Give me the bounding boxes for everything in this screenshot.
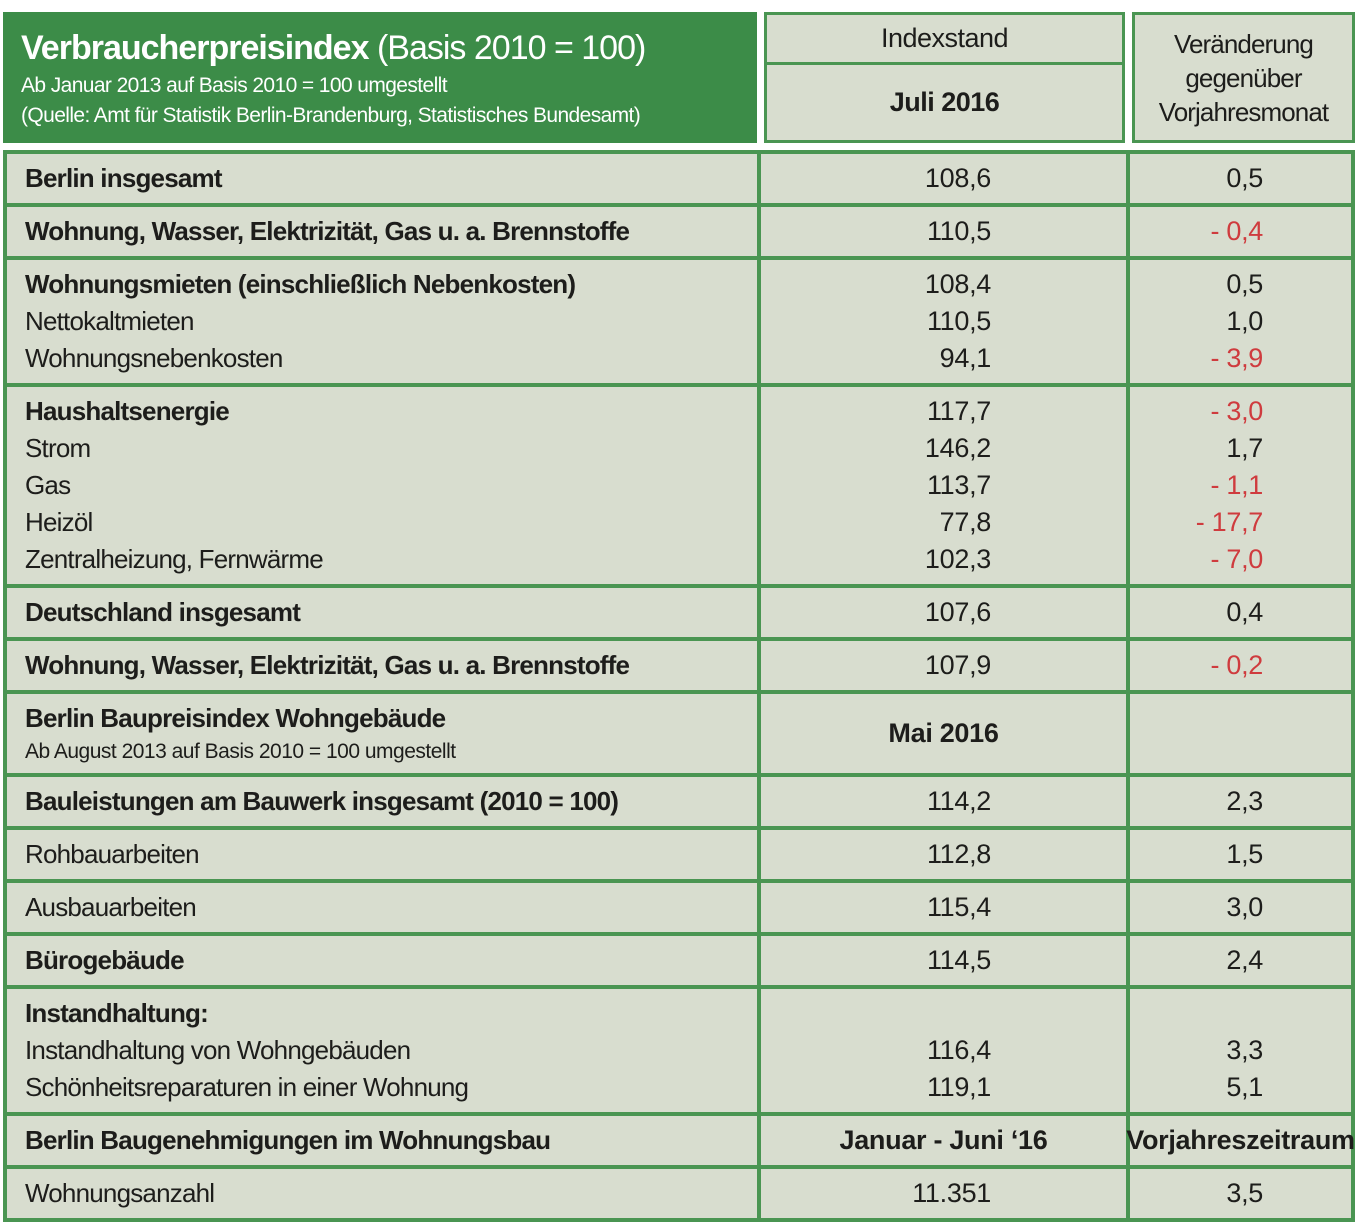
change-value: - 17,7 bbox=[1195, 507, 1264, 537]
change-value: 1,7 bbox=[1226, 433, 1263, 463]
period-label: Juli 2016 bbox=[889, 87, 1000, 117]
index-value: 117,7 bbox=[926, 396, 991, 426]
change-value: 1,0 bbox=[1226, 306, 1263, 336]
vorjahreszeitraum-header: Vorjahreszeitraum bbox=[1126, 1125, 1355, 1155]
section-period: Mai 2016 bbox=[888, 718, 999, 748]
header-gap bbox=[1125, 12, 1132, 143]
change-value: 2,4 bbox=[1226, 945, 1263, 975]
table-row-group: Wohnungsmieten (einschließlich Nebenkost… bbox=[7, 260, 1351, 383]
change-value: 0,5 bbox=[1226, 163, 1263, 193]
index-value: 112,8 bbox=[926, 839, 991, 869]
change-value: 2,3 bbox=[1226, 786, 1263, 816]
source-note: (Quelle: Amt für Statistik Berlin-Brande… bbox=[21, 104, 641, 127]
statistics-table: Verbraucherpreisindex (Basis 2010 = 100)… bbox=[3, 12, 1355, 1222]
index-value: 107,9 bbox=[924, 650, 991, 680]
empty-line bbox=[1130, 995, 1351, 1032]
row-label: Wohnungsanzahl bbox=[25, 1178, 215, 1208]
change-value: - 0,4 bbox=[1210, 216, 1263, 246]
basis-note: (Basis 2010 = 100) bbox=[376, 29, 646, 67]
change-value: 0,5 bbox=[1226, 269, 1263, 299]
row-label: Bürogebäude bbox=[25, 945, 185, 975]
table-row: Wohnung, Wasser, Elektrizität, Gas u. a.… bbox=[7, 641, 1351, 690]
section-title: Berlin Baupreisindex Wohngebäude bbox=[25, 703, 446, 733]
row-label: Wohnung, Wasser, Elektrizität, Gas u. a.… bbox=[25, 216, 630, 246]
column-header-veraenderung: Veränderung gegenüber Vorjahresmonat bbox=[1132, 12, 1355, 143]
indexstand-label: Indexstand bbox=[767, 15, 1122, 65]
index-value: 110,5 bbox=[926, 306, 991, 336]
table-row-group: Instandhaltung: Instandhaltung von Wohng… bbox=[7, 989, 1351, 1112]
page-title: Verbraucherpreisindex (Basis 2010 = 100) bbox=[21, 25, 747, 71]
row-label: Strom bbox=[25, 433, 91, 463]
table-row: Berlin insgesamt 108,6 0,5 bbox=[7, 154, 1351, 203]
index-value: 102,3 bbox=[924, 544, 991, 574]
index-value: 114,5 bbox=[926, 945, 991, 975]
row-label: Heizöl bbox=[25, 507, 93, 537]
change-value: - 3,9 bbox=[1210, 343, 1263, 373]
row-label: Wohnung, Wasser, Elektrizität, Gas u. a.… bbox=[25, 650, 630, 680]
row-label: Gas bbox=[25, 470, 71, 500]
row-label: Rohbauarbeiten bbox=[25, 839, 200, 869]
change-value: 5,1 bbox=[1226, 1072, 1263, 1102]
index-value: 108,4 bbox=[924, 269, 991, 299]
row-label: Instandhaltung von Wohngebäuden bbox=[25, 1035, 411, 1065]
row-label: Wohnungsmieten (einschließlich Nebenkost… bbox=[25, 269, 576, 299]
row-label: Berlin insgesamt bbox=[25, 163, 223, 193]
section-subtitle: Ab August 2013 auf Basis 2010 = 100 umge… bbox=[25, 740, 456, 763]
index-value: 11.351 bbox=[912, 1178, 991, 1208]
header-gap bbox=[757, 12, 764, 143]
column-header-indexstand: Indexstand Juli 2016 bbox=[764, 12, 1125, 143]
change-value: 3,0 bbox=[1226, 892, 1263, 922]
index-value: 108,6 bbox=[924, 163, 991, 193]
change-value: 1,5 bbox=[1226, 839, 1263, 869]
restatement-note: Ab Januar 2013 auf Basis 2010 = 100 umge… bbox=[21, 74, 448, 97]
table-body: Berlin insgesamt 108,6 0,5 Wohnung, Wass… bbox=[3, 150, 1355, 1222]
row-label: Nettokaltmieten bbox=[25, 306, 194, 336]
index-value: 113,7 bbox=[926, 470, 991, 500]
empty-line bbox=[761, 995, 1126, 1032]
section-title: Berlin Baugenehmigungen im Wohnungsbau bbox=[25, 1125, 551, 1155]
table-header: Verbraucherpreisindex (Basis 2010 = 100)… bbox=[3, 12, 1355, 143]
index-value: 107,6 bbox=[924, 597, 991, 627]
table-row: Rohbauarbeiten 112,8 1,5 bbox=[7, 830, 1351, 879]
section-header-row: Berlin Baugenehmigungen im Wohnungsbau J… bbox=[7, 1116, 1355, 1165]
row-label: Ausbauarbeiten bbox=[25, 892, 197, 922]
change-value: 3,5 bbox=[1226, 1178, 1263, 1208]
row-label: Bauleistungen am Bauwerk insgesamt (2010… bbox=[25, 786, 619, 816]
title-text: Verbraucherpreisindex bbox=[21, 29, 370, 67]
change-value: 3,3 bbox=[1226, 1035, 1263, 1065]
table-row: Ausbauarbeiten 115,4 3,0 bbox=[7, 883, 1351, 932]
index-value: 77,8 bbox=[939, 507, 992, 537]
table-row: Wohnung, Wasser, Elektrizität, Gas u. a.… bbox=[7, 207, 1351, 256]
section-header-row: Berlin Baupreisindex Wohngebäude Ab Augu… bbox=[7, 694, 1351, 773]
change-value: 0,4 bbox=[1226, 597, 1263, 627]
title-panel: Verbraucherpreisindex (Basis 2010 = 100)… bbox=[3, 12, 757, 143]
change-value: - 1,1 bbox=[1210, 470, 1263, 500]
row-label: Haushaltsenergie bbox=[25, 396, 230, 426]
row-label: Zentralheizung, Fernwärme bbox=[25, 544, 324, 574]
index-value: 114,2 bbox=[926, 786, 991, 816]
empty-cell bbox=[1130, 694, 1351, 773]
change-value: - 3,0 bbox=[1210, 396, 1263, 426]
table-row: Wohnungsanzahl 11.351 3,5 bbox=[7, 1169, 1351, 1218]
table-row: Deutschland insgesamt 107,6 0,4 bbox=[7, 588, 1351, 637]
index-value: 119,1 bbox=[926, 1072, 991, 1102]
section-period: Januar - Juni ‘16 bbox=[839, 1125, 1048, 1155]
table-row: Bauleistungen am Bauwerk insgesamt (2010… bbox=[7, 777, 1351, 826]
index-value: 110,5 bbox=[926, 216, 991, 246]
row-label: Schönheitsreparaturen in einer Wohnung bbox=[25, 1072, 469, 1102]
table-row-group: Haushaltsenergie Strom Gas Heizöl Zentra… bbox=[7, 387, 1351, 584]
table-row: Bürogebäude 114,5 2,4 bbox=[7, 936, 1351, 985]
row-label: Deutschland insgesamt bbox=[25, 597, 301, 627]
index-value: 94,1 bbox=[939, 343, 992, 373]
row-label: Wohnungsnebenkosten bbox=[25, 343, 283, 373]
index-value: 146,2 bbox=[924, 433, 991, 463]
index-value: 116,4 bbox=[926, 1035, 991, 1065]
index-value: 115,4 bbox=[926, 892, 991, 922]
row-label: Instandhaltung: bbox=[25, 998, 209, 1028]
change-value: - 7,0 bbox=[1210, 544, 1263, 574]
change-value: - 0,2 bbox=[1210, 650, 1263, 680]
